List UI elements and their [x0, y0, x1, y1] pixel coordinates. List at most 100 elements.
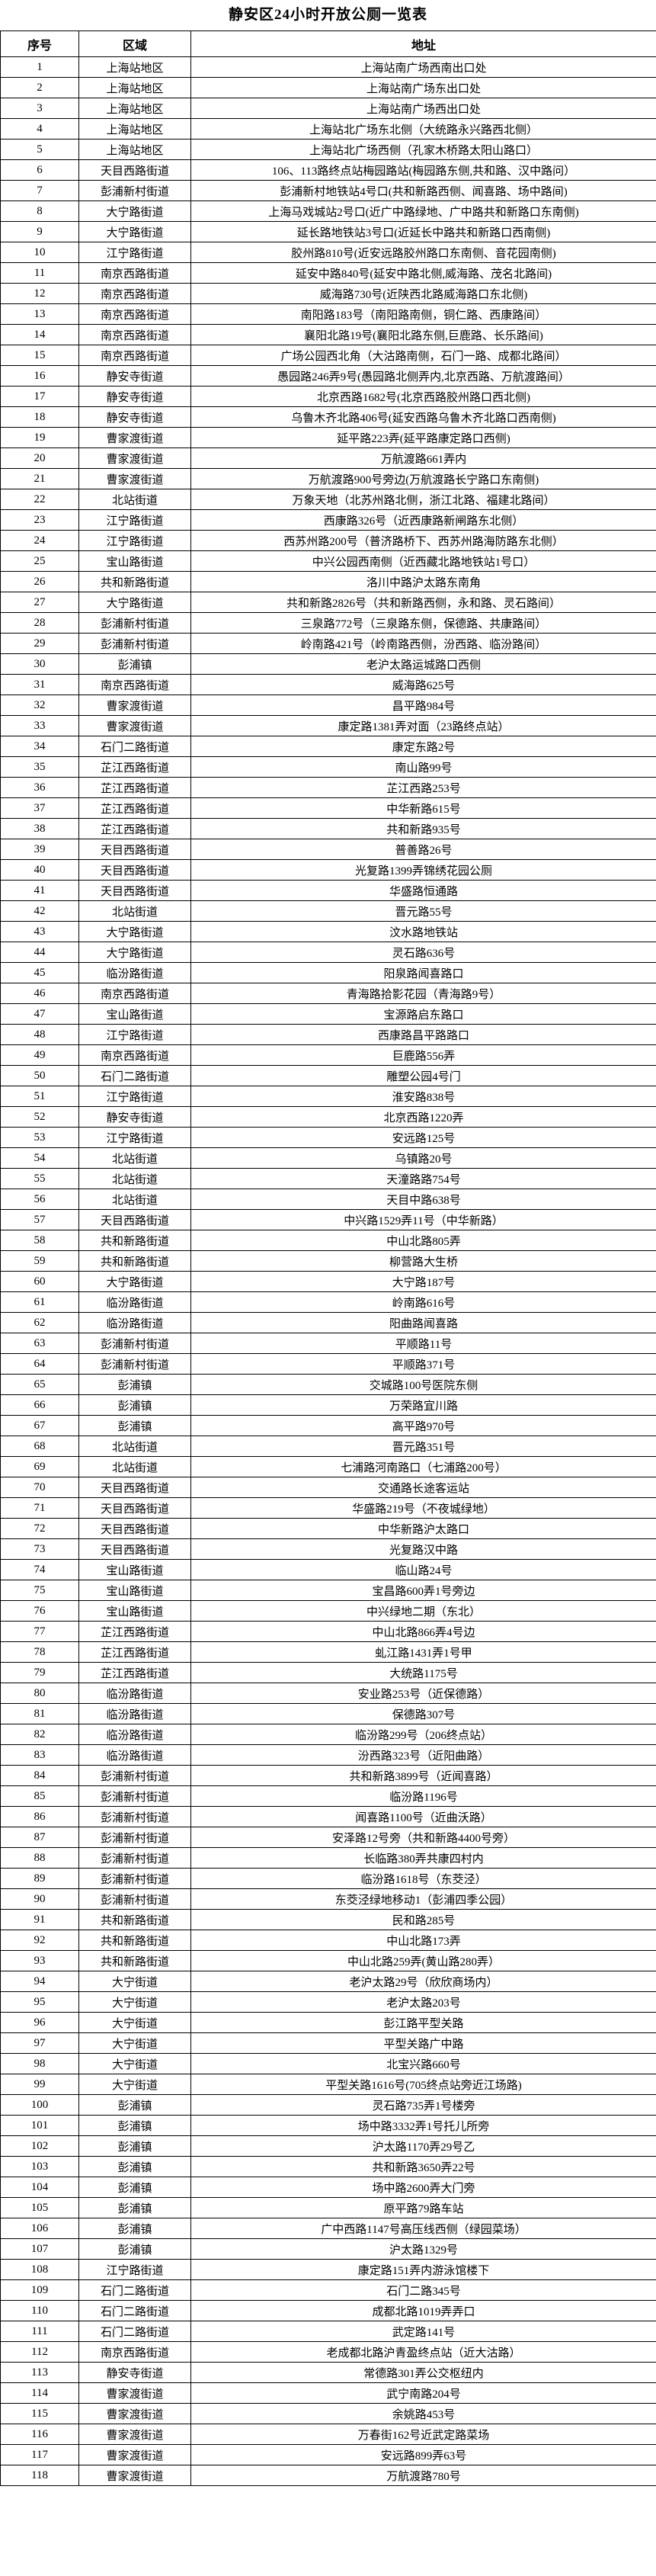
cell-region: 共和新路街道: [78, 1950, 191, 1971]
cell-no: 117: [0, 2444, 79, 2465]
table-row: 106 彭浦镇 广中西路1147号高压线西侧（绿园菜场）: [0, 2218, 656, 2239]
table-row: 76 宝山路街道 中兴绿地二期（东北）: [0, 1600, 656, 1622]
cell-region: 石门二路街道: [78, 736, 191, 757]
cell-region: 上海站地区: [78, 77, 191, 98]
table-row: 99 大宁街道 平型关路1616号(705终点站旁近江场路): [0, 2074, 656, 2095]
table-row: 85 彭浦新村街道 临汾路1196号: [0, 1785, 656, 1807]
table-header: 序号 区域 地址: [0, 30, 656, 57]
header-row: 序号 区域 地址: [0, 30, 656, 57]
cell-address: 万航渡路661弄内: [190, 448, 656, 469]
table-row: 47 宝山路街道 宝源路启东路口: [0, 1003, 656, 1025]
cell-address: 上海站南广场西南出口处: [190, 56, 656, 78]
cell-address: 彭浦新村地铁站4号口(共和新路西侧、闻喜路、场中路间): [190, 180, 656, 201]
cell-no: 47: [0, 1003, 79, 1025]
table-row: 54 北站街道 乌镇路20号: [0, 1147, 656, 1169]
cell-address: 交通路长途客运站: [190, 1477, 656, 1498]
cell-region: 彭浦新村街道: [78, 612, 191, 634]
cell-address: 中兴绿地二期（东北）: [190, 1600, 656, 1622]
cell-region: 南京西路街道: [78, 262, 191, 284]
header-cell-region: 区域: [78, 30, 191, 57]
table-row: 5 上海站地区 上海站北广场西侧（孔家木桥路太阳山路口）: [0, 139, 656, 160]
table-row: 100 彭浦镇 灵石路735弄1号楼旁: [0, 2094, 656, 2116]
cell-region: 南京西路街道: [78, 303, 191, 325]
cell-no: 23: [0, 509, 79, 531]
cell-region: 静安寺街道: [78, 386, 191, 407]
cell-address: 上海站北广场东北侧（大统路永兴路西北侧）: [190, 118, 656, 140]
cell-region: 北站街道: [78, 1168, 191, 1189]
cell-address: 青海路拾影花园（青海路9号）: [190, 983, 656, 1004]
table-row: 58 共和新路街道 中山北路805弄: [0, 1230, 656, 1251]
cell-region: 大宁街道: [78, 2032, 191, 2054]
cell-region: 曹家渡街道: [78, 448, 191, 469]
cell-no: 9: [0, 221, 79, 242]
cell-region: 石门二路街道: [78, 1065, 191, 1086]
cell-address: 沪太路1170弄29号乙: [190, 2135, 656, 2157]
cell-region: 曹家渡街道: [78, 2444, 191, 2465]
cell-no: 8: [0, 200, 79, 222]
cell-region: 彭浦新村街道: [78, 1785, 191, 1807]
cell-no: 17: [0, 386, 79, 407]
table-row: 60 大宁路街道 大宁路187号: [0, 1271, 656, 1292]
cell-region: 北站街道: [78, 1436, 191, 1457]
cell-address: 北宝兴路660号: [190, 2053, 656, 2074]
cell-address: 淮安路838号: [190, 1086, 656, 1107]
table-row: 72 天目西路街道 中华新路沪太路口: [0, 1518, 656, 1539]
table-row: 36 芷江西路街道 芷江西路253号: [0, 777, 656, 798]
cell-no: 61: [0, 1291, 79, 1313]
cell-address: 北京西路1682号(北京西路胶州路口西北侧): [190, 386, 656, 407]
cell-address: 威海路625号: [190, 674, 656, 695]
cell-no: 10: [0, 242, 79, 263]
table-row: 97 大宁街道 平型关路广中路: [0, 2032, 656, 2054]
table-row: 94 大宁街道 老沪太路29号（欣欣商场内）: [0, 1971, 656, 1992]
cell-address: 广中西路1147号高压线西侧（绿园菜场）: [190, 2218, 656, 2239]
table-row: 113 静安寺街道 常德路301弄公交枢纽内: [0, 2362, 656, 2383]
cell-address: 西康路昌平路路口: [190, 1024, 656, 1045]
cell-region: 大宁路街道: [78, 1271, 191, 1292]
table-row: 21 曹家渡街道 万航渡路900号旁边(万航渡路长宁路口东南侧): [0, 468, 656, 489]
cell-no: 31: [0, 674, 79, 695]
cell-address: 长临路380弄共康四村内: [190, 1847, 656, 1869]
table-row: 2 上海站地区 上海站南广场东出口处: [0, 77, 656, 98]
cell-address: 天潼路路754号: [190, 1168, 656, 1189]
cell-address: 灵石路735弄1号楼旁: [190, 2094, 656, 2116]
cell-no: 14: [0, 324, 79, 345]
cell-no: 80: [0, 1683, 79, 1704]
cell-address: 中山北路259弄(黄山路280弄）: [190, 1950, 656, 1971]
cell-region: 共和新路街道: [78, 571, 191, 592]
cell-region: 曹家渡街道: [78, 468, 191, 489]
table-row: 39 天目西路街道 普善路26号: [0, 839, 656, 860]
table-row: 7 彭浦新村街道 彭浦新村地铁站4号口(共和新路西侧、闻喜路、场中路间): [0, 180, 656, 201]
cell-address: 老沪太路29号（欣欣商场内）: [190, 1971, 656, 1992]
table-row: 118 曹家渡街道 万航渡路780号: [0, 2465, 656, 2486]
cell-address: 上海站南广场东出口处: [190, 77, 656, 98]
cell-region: 上海站地区: [78, 98, 191, 119]
cell-region: 芷江西路街道: [78, 797, 191, 819]
cell-address: 雕塑公园4号门: [190, 1065, 656, 1086]
table-row: 62 临汾路街道 阳曲路闻喜路: [0, 1312, 656, 1333]
cell-address: 闻喜路1100号（近曲沃路）: [190, 1806, 656, 1827]
cell-address: 光复路汉中路: [190, 1538, 656, 1560]
table-row: 71 天目西路街道 华盛路219号（不夜城绿地）: [0, 1497, 656, 1519]
table-row: 116 曹家渡街道 万春街162号近武定路菜场: [0, 2424, 656, 2445]
cell-address: 威海路730号(近陕西北路威海路口东北侧): [190, 283, 656, 304]
cell-address: 共和新路3899号（近闻喜路）: [190, 1765, 656, 1786]
table-row: 114 曹家渡街道 武宁南路204号: [0, 2382, 656, 2404]
table-row: 19 曹家渡街道 延平路223弄(延平路康定路口西侧): [0, 427, 656, 448]
table-row: 14 南京西路街道 襄阳北路19号(襄阳北路东侧,巨鹿路、长乐路间): [0, 324, 656, 345]
cell-address: 中华新路615号: [190, 797, 656, 819]
cell-no: 1: [0, 56, 79, 78]
cell-address: 中山北路173弄: [190, 1930, 656, 1951]
table-row: 4 上海站地区 上海站北广场东北侧（大统路永兴路西北侧）: [0, 118, 656, 140]
cell-address: 大宁路187号: [190, 1271, 656, 1292]
cell-no: 13: [0, 303, 79, 325]
table-row: 57 天目西路街道 中兴路1529弄11号（中华新路）: [0, 1209, 656, 1230]
cell-region: 共和新路街道: [78, 1909, 191, 1930]
table-row: 111 石门二路街道 武定路141号: [0, 2321, 656, 2342]
table-row: 48 江宁路街道 西康路昌平路路口: [0, 1024, 656, 1045]
cell-no: 11: [0, 262, 79, 284]
cell-no: 40: [0, 859, 79, 881]
cell-no: 83: [0, 1744, 79, 1766]
cell-region: 彭浦镇: [78, 1394, 191, 1416]
cell-address: 安远路125号: [190, 1127, 656, 1148]
cell-address: 三泉路772号（三泉路东侧，保德路、共康路间）: [190, 612, 656, 634]
